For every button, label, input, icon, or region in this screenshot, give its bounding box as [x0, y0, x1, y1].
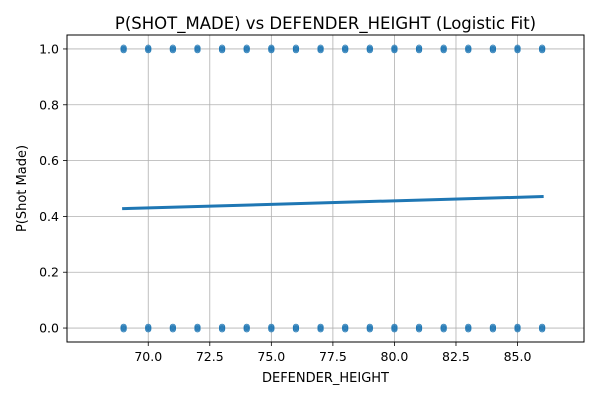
- scatter-point: [219, 326, 226, 333]
- x-tick-label: 85.0: [504, 349, 532, 364]
- scatter-point: [243, 326, 250, 333]
- fit-line-group: [122, 195, 544, 211]
- scatter-point: [317, 47, 324, 54]
- scatter-point: [169, 326, 176, 333]
- scatter-point: [194, 326, 201, 333]
- scatter-point: [440, 326, 447, 333]
- scatter-point: [317, 326, 324, 333]
- scatter-point: [169, 47, 176, 54]
- grid: [67, 35, 584, 342]
- scatter-point: [465, 326, 472, 333]
- x-tick-label: 70.0: [134, 349, 162, 364]
- scatter-point: [440, 47, 447, 54]
- y-axis-title: P(Shot Made): [15, 145, 30, 232]
- scatter-point: [514, 47, 521, 54]
- y-tick-label: 0.6: [39, 153, 59, 168]
- plot-frame: [66, 34, 585, 343]
- scatter-point: [391, 47, 398, 54]
- scatter-point: [366, 47, 373, 54]
- x-tick-label: 80.0: [381, 349, 409, 364]
- y-tick-label: 0.2: [39, 265, 59, 280]
- scatter-point: [391, 326, 398, 333]
- scatter-point: [514, 326, 521, 333]
- y-tick-label: 0.0: [39, 321, 59, 336]
- scatter-point: [268, 326, 275, 333]
- scatter-point: [120, 326, 127, 333]
- logistic-fit-line: [122, 195, 544, 211]
- scatter-point: [465, 47, 472, 54]
- scatter-point: [145, 47, 152, 54]
- x-tick-label: 75.0: [257, 349, 285, 364]
- scatter-point: [292, 326, 300, 333]
- y-tick-label: 0.8: [39, 97, 59, 112]
- scatter-points: [120, 44, 546, 333]
- y-tick-label: 1.0: [39, 41, 59, 56]
- x-tick-label: 77.5: [319, 349, 347, 364]
- scatter-point: [415, 326, 423, 333]
- scatter-point: [243, 47, 250, 54]
- scatter-point: [539, 326, 546, 333]
- scatter-point: [415, 47, 423, 54]
- scatter-point: [268, 47, 275, 54]
- scatter-point: [539, 47, 546, 54]
- scatter-point: [342, 326, 349, 333]
- scatter-point: [292, 47, 300, 54]
- axis-ticks: 70.0 72.5 75.0 77.5 80.0 82.5 85.0 0.0 0.2 0.4 0.6…: [39, 41, 531, 364]
- scatter-point: [489, 47, 497, 54]
- x-tick-label: 72.5: [196, 349, 224, 364]
- chart-title: P(SHOT_MADE) vs DEFENDER_HEIGHT (Logisti…: [115, 14, 536, 34]
- scatter-point: [120, 47, 127, 54]
- x-axis-title: DEFENDER_HEIGHT: [262, 371, 389, 386]
- scatter-point: [219, 47, 226, 54]
- y-tick-label: 0.4: [39, 209, 59, 224]
- scatter-point: [366, 326, 373, 333]
- scatter-point: [489, 326, 497, 333]
- scatter-point: [194, 47, 201, 54]
- scatter-point: [145, 326, 152, 333]
- scatter-point: [342, 47, 349, 54]
- x-tick-label: 82.5: [442, 349, 470, 364]
